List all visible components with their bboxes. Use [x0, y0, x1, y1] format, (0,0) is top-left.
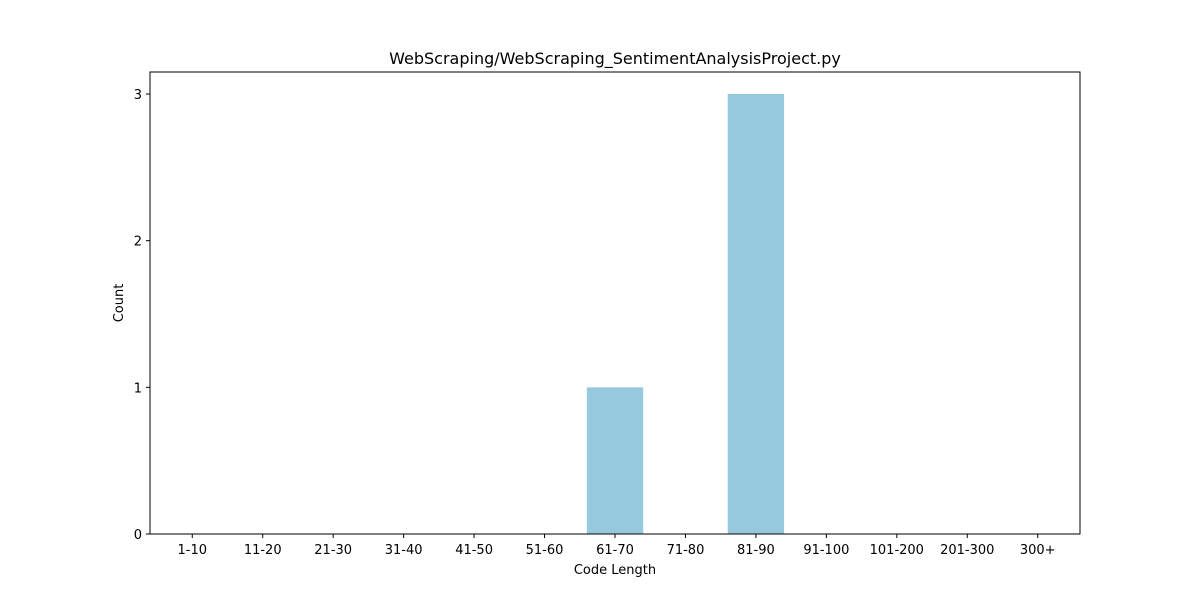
x-axis-label: Code Length — [574, 563, 656, 578]
x-axis-ticks: 1-10 11-20 21-30 31-40 41-50 51-60 61-70 71-80 8… — [178, 534, 1056, 558]
x-tick-label: 101-200 — [870, 543, 924, 558]
y-tick-label: 1 — [134, 381, 142, 396]
x-tick-label: 300+ — [1020, 543, 1056, 558]
x-tick-label: 71-80 — [667, 543, 705, 558]
bar-81-90 — [727, 94, 785, 534]
x-tick-label: 41-50 — [455, 543, 493, 558]
chart-title: WebScraping/WebScraping_SentimentAnalysi… — [389, 49, 841, 69]
x-tick-label: 81-90 — [737, 543, 775, 558]
y-tick-label: 0 — [134, 528, 142, 543]
x-tick-label: 51-60 — [526, 543, 564, 558]
y-tick-label: 3 — [134, 88, 142, 103]
y-tick-label: 2 — [134, 235, 142, 250]
x-tick-label: 1-10 — [178, 543, 208, 558]
y-axis-ticks: 0 1 2 3 — [134, 88, 150, 543]
bar-61-70 — [586, 387, 644, 534]
plot-frame — [149, 71, 1081, 535]
x-tick-label: 201-300 — [940, 543, 994, 558]
x-tick-label: 21-30 — [314, 543, 352, 558]
x-tick-label: 31-40 — [385, 543, 423, 558]
y-axis-label: Count — [112, 284, 127, 323]
bars-group — [586, 94, 785, 534]
x-tick-label: 11-20 — [244, 543, 282, 558]
x-tick-label: 61-70 — [596, 543, 634, 558]
x-tick-label: 91-100 — [803, 543, 849, 558]
